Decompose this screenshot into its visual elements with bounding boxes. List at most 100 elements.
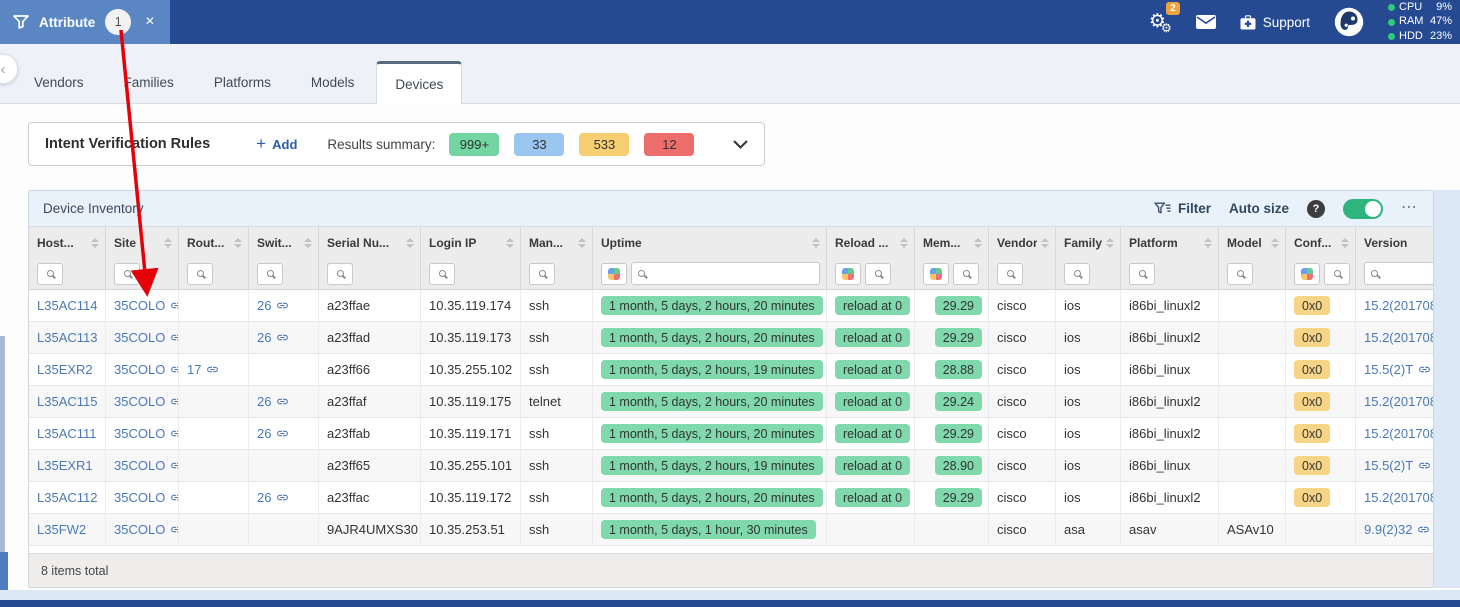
cell-link[interactable]: 15.5(2)T <box>1364 362 1414 377</box>
tab-models[interactable]: Models <box>310 75 355 90</box>
add-rule-button[interactable]: + Add <box>256 134 298 153</box>
table-cell-swit[interactable]: 26 <box>249 322 319 353</box>
column-header-reload[interactable]: Reload ... <box>827 227 915 258</box>
table-row[interactable]: L35EXR2 35COLO 17 a23ff66 10.35.255.102 ssh 1 … <box>29 354 1433 386</box>
column-search-button[interactable] <box>1129 262 1155 285</box>
table-cell-version[interactable]: 15.2(201708 <box>1356 322 1433 353</box>
table-cell-version[interactable]: 15.2(201708 <box>1356 418 1433 449</box>
column-header-platform[interactable]: Platform <box>1121 227 1219 258</box>
cell-link[interactable]: 35COLO <box>114 458 166 473</box>
column-color-filter-button[interactable] <box>923 262 949 285</box>
table-cell-swit[interactable]: 26 <box>249 418 319 449</box>
cell-link[interactable]: 26 <box>257 298 272 313</box>
table-cell-host[interactable]: L35EXR2 <box>29 354 106 385</box>
table-cell-host[interactable]: L35AC111 <box>29 418 106 449</box>
cell-link[interactable]: 35COLO <box>114 298 166 313</box>
table-cell-host[interactable]: L35AC114 <box>29 290 106 321</box>
cell-link[interactable]: 35COLO <box>114 394 166 409</box>
column-search-button[interactable] <box>257 262 283 285</box>
cell-link[interactable]: 26 <box>257 394 272 409</box>
column-header-mem[interactable]: Mem... <box>915 227 989 258</box>
attribute-filter-chip[interactable]: Attribute 1 × <box>0 0 170 44</box>
tab-families[interactable]: Families <box>123 75 174 90</box>
support-button[interactable]: Support <box>1240 15 1310 30</box>
column-search-button[interactable] <box>429 262 455 285</box>
tab-platforms[interactable]: Platforms <box>213 75 271 90</box>
cell-link[interactable]: 9.9(2)32 <box>1364 522 1413 537</box>
column-search-button[interactable] <box>529 262 555 285</box>
table-cell-swit[interactable]: 26 <box>249 386 319 417</box>
sort-icon[interactable] <box>578 237 586 248</box>
cell-link[interactable]: 35COLO <box>114 362 166 377</box>
table-cell-site[interactable]: 35COLO <box>106 450 179 481</box>
table-cell-host[interactable]: L35AC112 <box>29 482 106 513</box>
sort-icon[interactable] <box>304 237 312 248</box>
column-search-button[interactable] <box>114 262 140 285</box>
sort-icon[interactable] <box>1204 237 1212 248</box>
filter-button[interactable]: Filter <box>1154 201 1211 216</box>
sort-icon[interactable] <box>164 237 172 248</box>
sort-icon[interactable] <box>812 237 820 248</box>
column-search-button[interactable] <box>187 262 213 285</box>
sort-icon[interactable] <box>234 237 242 248</box>
table-cell-version[interactable]: 15.2(201708 <box>1356 482 1433 513</box>
sort-icon[interactable] <box>974 237 982 248</box>
table-row[interactable]: L35AC115 35COLO 26 a23ffaf 10.35.119.175 teln… <box>29 386 1433 418</box>
cell-link[interactable]: 26 <box>257 330 272 345</box>
column-search-button[interactable] <box>997 262 1023 285</box>
column-search-button[interactable] <box>953 262 979 285</box>
help-icon[interactable]: ? <box>1307 199 1325 218</box>
summary-badge-red[interactable]: 12 <box>644 132 695 156</box>
cell-link[interactable]: 35COLO <box>114 490 166 505</box>
table-cell-version[interactable]: 9.9(2)32 <box>1356 514 1433 545</box>
table-cell-site[interactable]: 35COLO <box>106 482 179 513</box>
column-header-rout[interactable]: Rout... <box>179 227 249 258</box>
cell-link[interactable]: 15.5(2)T <box>1364 458 1414 473</box>
table-cell-host[interactable]: L35AC113 <box>29 322 106 353</box>
column-search-button[interactable] <box>1064 262 1090 285</box>
column-header-loginip[interactable]: Login IP <box>421 227 521 258</box>
column-header-family[interactable]: Family <box>1056 227 1121 258</box>
column-header-model[interactable]: Model <box>1219 227 1286 258</box>
sort-icon[interactable] <box>900 237 908 248</box>
table-cell-host[interactable]: L35FW2 <box>29 514 106 545</box>
table-cell-site[interactable]: 35COLO <box>106 354 179 385</box>
table-cell-site[interactable]: 35COLO <box>106 386 179 417</box>
summary-badge-blue[interactable]: 33 <box>514 132 565 156</box>
cell-link[interactable]: 26 <box>257 426 272 441</box>
cell-link[interactable]: 17 <box>187 362 202 377</box>
table-cell-site[interactable]: 35COLO <box>106 418 179 449</box>
table-cell-version[interactable]: 15.5(2)T <box>1356 354 1433 385</box>
tab-devices[interactable]: Devices <box>376 61 463 104</box>
column-search-button[interactable] <box>327 262 353 285</box>
column-header-uptime[interactable]: Uptime <box>593 227 827 258</box>
sort-icon[interactable] <box>91 237 99 248</box>
table-cell-swit[interactable]: 26 <box>249 290 319 321</box>
table-cell-site[interactable]: 35COLO <box>106 290 179 321</box>
column-header-man[interactable]: Man... <box>521 227 593 258</box>
table-cell-host[interactable]: L35EXR1 <box>29 450 106 481</box>
avatar[interactable] <box>1334 7 1364 37</box>
column-header-site[interactable]: Site <box>106 227 179 258</box>
sort-icon[interactable] <box>1271 237 1279 248</box>
table-row[interactable]: L35AC111 35COLO 26 a23ffab 10.35.119.171 ssh 1… <box>29 418 1433 450</box>
table-row[interactable]: L35AC113 35COLO 26 a23ffad 10.35.119.173 ssh 1… <box>29 322 1433 354</box>
column-header-serialnu[interactable]: Serial Nu... <box>319 227 421 258</box>
summary-badge-green[interactable]: 999+ <box>449 132 500 156</box>
table-row[interactable]: L35AC114 35COLO 26 a23ffae 10.35.119.174 ssh 1… <box>29 290 1433 322</box>
cell-link[interactable]: 35COLO <box>114 522 166 537</box>
table-cell-version[interactable]: 15.2(201708 <box>1356 386 1433 417</box>
column-color-filter-button[interactable] <box>1294 262 1320 285</box>
autosize-toggle[interactable] <box>1343 198 1383 219</box>
sort-icon[interactable] <box>1106 237 1114 248</box>
cell-link[interactable]: 35COLO <box>114 330 166 345</box>
column-search-button[interactable] <box>37 262 63 285</box>
messages-button[interactable] <box>1195 15 1216 29</box>
column-search-input[interactable] <box>631 262 820 285</box>
column-search-button[interactable] <box>865 262 891 285</box>
settings-button[interactable]: ⚙⚙ 2 <box>1149 1 1180 35</box>
close-icon[interactable]: × <box>145 13 155 30</box>
table-row[interactable]: L35EXR1 35COLO a23ff65 10.35.255.101 ssh 1 mo… <box>29 450 1433 482</box>
table-cell-rout[interactable]: 17 <box>179 354 249 385</box>
sort-icon[interactable] <box>1041 237 1049 248</box>
